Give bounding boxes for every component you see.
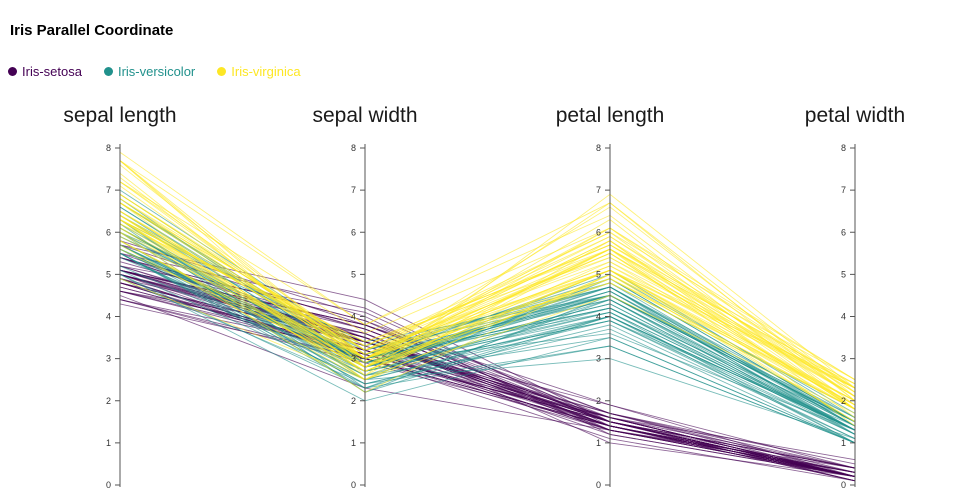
data-line-iris-virginica	[119, 160, 856, 393]
legend: Iris-setosa Iris-versicolor Iris-virgini…	[8, 64, 301, 79]
axis-tick-label: 4	[841, 312, 846, 322]
axis-tick-label: 8	[841, 143, 846, 153]
axis-tick-label: 1	[106, 438, 111, 448]
chart-title: Iris Parallel Coordinate	[10, 22, 174, 39]
axis-tick-label: 5	[841, 269, 846, 279]
data-line-iris-virginica	[119, 278, 856, 414]
axis-tick-label: 8	[596, 143, 601, 153]
axis-tick-label: 3	[596, 354, 601, 364]
data-line-iris-virginica	[119, 160, 856, 402]
legend-label-iris-versicolor: Iris-versicolor	[117, 64, 196, 79]
axis-tick-label: 7	[351, 185, 356, 195]
legend-label-iris-setosa: Iris-setosa	[22, 64, 82, 79]
legend-dot-iris-virginica	[217, 67, 227, 76]
axis-tick-label: 5	[596, 269, 601, 279]
axis-tick-label: 6	[841, 227, 846, 237]
axis-title-sepal-length: sepal length	[63, 104, 176, 127]
axis-tick-label: 2	[106, 396, 111, 406]
data-line-iris-versicolor	[119, 269, 856, 440]
legend-dot-iris-setosa	[8, 67, 17, 76]
axis-tick-label: 6	[106, 227, 111, 237]
axis-tick-label: 7	[596, 185, 601, 195]
axis-tick-label: 3	[841, 354, 846, 364]
axis-tick-label: 2	[841, 396, 846, 406]
data-line-iris-versicolor	[119, 273, 856, 444]
data-line-iris-versicolor	[119, 252, 856, 444]
legend-dot-iris-versicolor	[103, 67, 113, 76]
axis-title-petal-length: petal length	[556, 104, 665, 127]
legend-item-iris-setosa: Iris-setosa	[8, 64, 82, 79]
axis-tick-label: 7	[841, 185, 846, 195]
axis-tick-label: 0	[106, 480, 111, 490]
axis-tick-label: 6	[351, 227, 356, 237]
axis-tick-label: 8	[351, 143, 356, 153]
axis-tick-label: 4	[596, 312, 601, 322]
axis-tick-label: 0	[841, 480, 846, 490]
data-line-iris-virginica	[119, 210, 856, 402]
axis-tick-label: 7	[106, 185, 111, 195]
axis-tick-label: 5	[106, 269, 111, 279]
data-line-iris-virginica	[119, 236, 856, 410]
axis-tick-label: 1	[596, 438, 601, 448]
axis-title-sepal-width: sepal width	[312, 104, 417, 127]
axis-tick-label: 4	[351, 312, 356, 322]
axis-tick-label: 0	[596, 480, 601, 490]
data-line-iris-virginica	[119, 202, 856, 381]
axis-tick-label: 1	[351, 438, 356, 448]
data-line-iris-virginica	[119, 231, 856, 423]
axis-tick-label: 6	[596, 227, 601, 237]
data-line-iris-virginica	[119, 181, 856, 381]
axis-tick-label: 0	[351, 480, 356, 490]
data-line-iris-virginica	[119, 215, 856, 393]
axis-tick-label: 2	[351, 396, 356, 406]
axis-tick-label: 2	[596, 396, 601, 406]
axis-tick-label: 5	[351, 269, 356, 279]
axis-tick-label: 8	[106, 143, 111, 153]
legend-label-iris-virginica: Iris-virginica	[231, 64, 301, 79]
axis-tick-label: 3	[106, 354, 111, 364]
axis-title-petal-width: petal width	[805, 104, 905, 127]
data-line-iris-virginica	[119, 240, 856, 406]
data-line-iris-versicolor	[119, 252, 856, 431]
legend-item-iris-versicolor: Iris-versicolor	[103, 64, 196, 79]
axis-tick-label: 4	[106, 312, 111, 322]
axis-tick-label: 1	[841, 438, 846, 448]
data-line-iris-virginica	[119, 198, 856, 389]
axis-tick-label: 3	[351, 354, 356, 364]
legend-item-iris-virginica: Iris-virginica	[217, 64, 301, 79]
data-line-iris-virginica	[119, 202, 856, 385]
data-line-iris-virginica	[119, 223, 856, 389]
